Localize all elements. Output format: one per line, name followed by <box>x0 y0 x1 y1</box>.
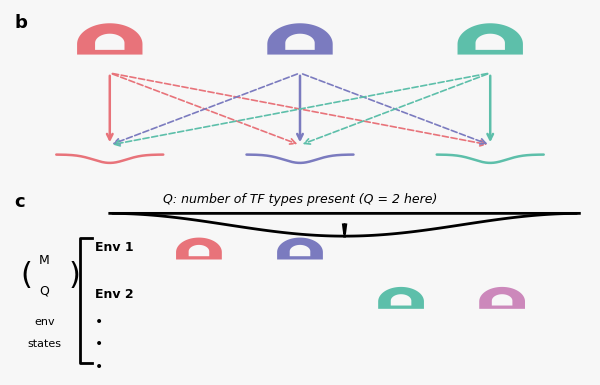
Text: Q: number of TF types present (Q = 2 here): Q: number of TF types present (Q = 2 her… <box>163 192 437 206</box>
Text: Q: Q <box>40 285 49 298</box>
PathPatch shape <box>176 238 222 259</box>
Text: states: states <box>28 339 61 349</box>
Text: Env 2: Env 2 <box>95 288 134 301</box>
Text: Env 1: Env 1 <box>95 241 134 254</box>
Text: M: M <box>39 254 50 267</box>
Text: (: ( <box>20 261 32 290</box>
PathPatch shape <box>277 238 323 259</box>
Text: c: c <box>14 192 25 211</box>
Text: •: • <box>95 337 103 351</box>
PathPatch shape <box>268 23 332 55</box>
Text: env: env <box>34 316 55 326</box>
PathPatch shape <box>458 23 523 55</box>
PathPatch shape <box>479 287 525 309</box>
Text: •: • <box>95 315 103 328</box>
Text: •: • <box>95 360 103 374</box>
Text: ): ) <box>68 261 80 290</box>
Text: b: b <box>14 14 28 32</box>
PathPatch shape <box>77 23 142 55</box>
PathPatch shape <box>378 287 424 309</box>
